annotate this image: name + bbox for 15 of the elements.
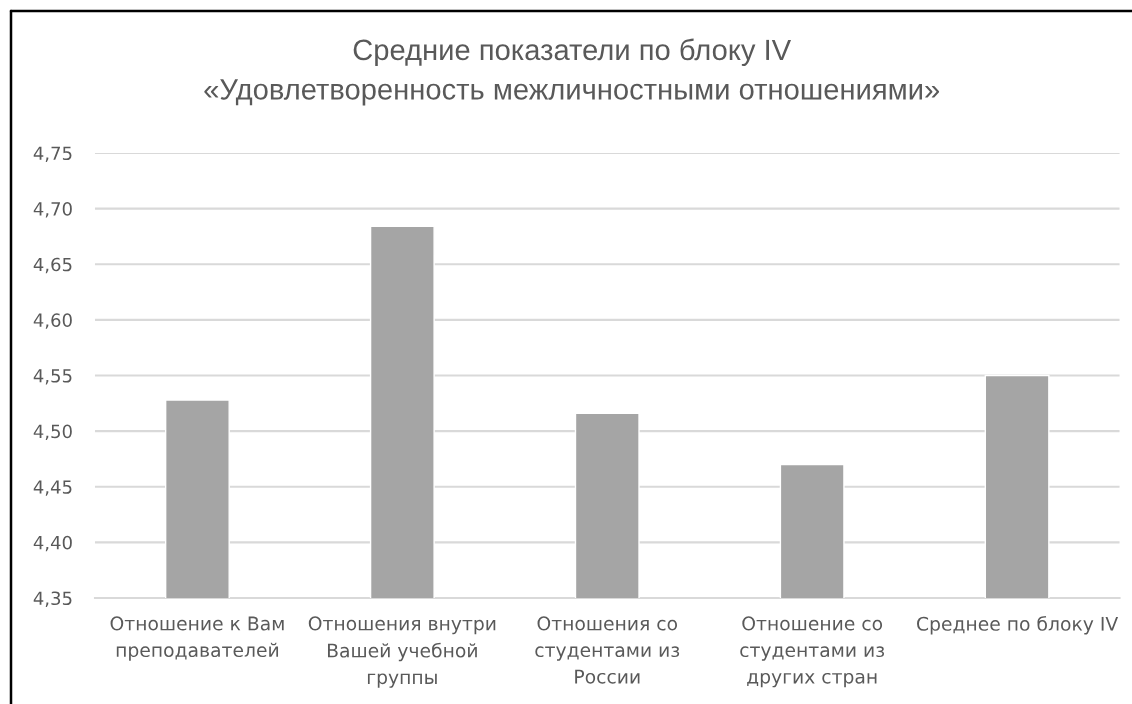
x-tick-label: Отношение со студентами из других стран <box>740 616 885 688</box>
x-tick-label: Отношения со студентами из России <box>535 616 680 684</box>
x-tick-label: Среднее по блоку IV <box>917 616 1119 635</box>
y-tick-label: 4,40 <box>33 535 72 552</box>
y-tick-label: 4,55 <box>33 369 72 385</box>
y-tick-label: 4,70 <box>33 202 72 218</box>
y-tick-label: 4,35 <box>33 591 72 607</box>
y-tick-label: 4,45 <box>33 480 72 496</box>
x-tick-label: Отношение к Вам преподавателей <box>110 616 284 661</box>
y-tick-label: 4,75 <box>33 146 72 162</box>
x-tick-label: Отношения внутри Вашей учебной группы <box>308 616 496 688</box>
y-tick-label: 4,65 <box>33 257 72 274</box>
y-tick-label: 4,50 <box>33 424 72 441</box>
chart-title: Средние показатели по блоку IV «Удовлетворенность межличностными отношениями» <box>204 38 940 106</box>
y-tick-label: 4,60 <box>33 313 72 329</box>
